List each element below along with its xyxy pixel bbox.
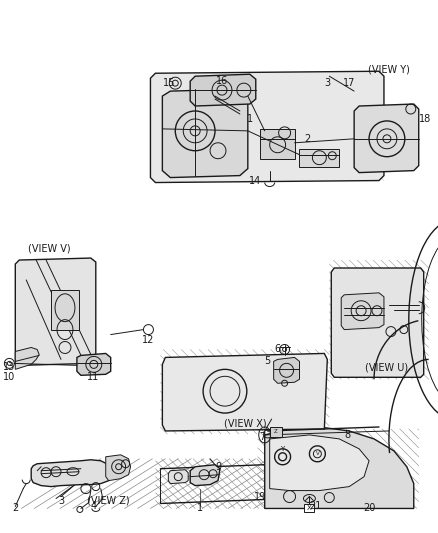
Polygon shape [150, 71, 383, 182]
Polygon shape [31, 460, 110, 487]
Bar [269, 427, 281, 437]
Text: 9: 9 [215, 462, 221, 472]
Text: 4: 4 [91, 502, 97, 512]
Text: 15: 15 [162, 78, 175, 88]
Text: 14: 14 [248, 175, 260, 185]
Text: 3: 3 [58, 496, 64, 505]
Polygon shape [168, 470, 188, 483]
Bar [259, 129, 294, 159]
Text: 6: 6 [274, 344, 280, 354]
Text: 5: 5 [264, 357, 270, 366]
Text: 12: 12 [142, 335, 154, 344]
Polygon shape [15, 348, 39, 369]
Bar [51, 290, 79, 329]
Polygon shape [162, 89, 247, 177]
Text: (VIEW Y): (VIEW Y) [367, 64, 409, 74]
Text: X: X [306, 505, 311, 512]
Text: 19: 19 [253, 491, 265, 502]
Text: (VIEW V): (VIEW V) [28, 243, 70, 253]
Text: 2: 2 [304, 134, 310, 144]
Polygon shape [77, 353, 110, 375]
Bar [299, 149, 339, 167]
Polygon shape [264, 427, 413, 508]
Text: 21: 21 [309, 502, 321, 512]
Text: 16: 16 [215, 76, 228, 86]
Text: 20: 20 [362, 504, 374, 513]
Text: 11: 11 [86, 372, 99, 382]
Text: 1: 1 [197, 504, 203, 513]
Text: 3: 3 [324, 78, 330, 88]
Polygon shape [353, 104, 418, 173]
Text: 7: 7 [259, 432, 265, 442]
Text: Z: Z [273, 430, 277, 434]
Polygon shape [162, 353, 327, 431]
Polygon shape [273, 358, 299, 383]
Bar [304, 505, 314, 512]
Text: (VIEW U): (VIEW U) [364, 362, 408, 373]
Polygon shape [15, 258, 95, 365]
Text: 2: 2 [12, 504, 18, 513]
Text: 18: 18 [418, 114, 430, 124]
Polygon shape [106, 455, 130, 481]
Text: V: V [315, 451, 318, 456]
Text: 13: 13 [3, 362, 15, 373]
Polygon shape [340, 293, 383, 329]
Polygon shape [331, 268, 423, 377]
Text: 17: 17 [342, 78, 354, 88]
Polygon shape [190, 74, 255, 106]
Text: 8: 8 [343, 430, 350, 440]
Text: 1: 1 [246, 114, 252, 124]
Text: (VIEW X): (VIEW X) [223, 418, 265, 428]
Polygon shape [190, 465, 219, 486]
Text: Y: Y [280, 446, 284, 452]
Text: 10: 10 [3, 372, 15, 382]
Text: (VIEW Z): (VIEW Z) [87, 496, 130, 505]
Polygon shape [269, 435, 368, 490]
